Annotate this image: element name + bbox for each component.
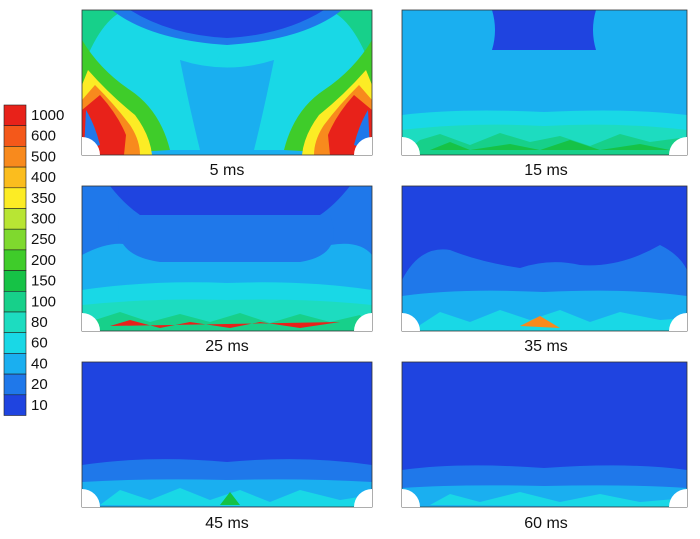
contour-panel-5ms: 5 ms: [81, 9, 373, 179]
contour-panel-35ms: 35 ms: [401, 185, 688, 355]
legend-label-80: 80: [31, 314, 48, 331]
legend-swatch-40: [3, 353, 27, 375]
legend-label-250: 250: [31, 231, 56, 248]
panel-caption-35ms: 35 ms: [524, 338, 568, 355]
legend-label-600: 600: [31, 128, 56, 145]
legend-label-10: 10: [31, 397, 48, 414]
panel-caption-5ms: 5 ms: [210, 162, 245, 179]
legend-swatch-150: [3, 270, 27, 292]
legend-swatch-80: [3, 311, 27, 334]
legend-label-60: 60: [31, 335, 48, 352]
legend-swatch-600: [3, 125, 27, 147]
legend-swatch-350: [3, 187, 27, 209]
legend-label-20: 20: [31, 376, 48, 393]
legend-swatch-500: [3, 146, 27, 168]
panel-caption-45ms: 45 ms: [205, 515, 249, 532]
legend-swatch-10: [3, 394, 27, 416]
panel-caption-25ms: 25 ms: [205, 338, 249, 355]
panel-caption-60ms: 60 ms: [524, 515, 568, 532]
legend-swatch-60: [3, 332, 27, 354]
legend-swatch-1000: [3, 104, 27, 127]
contour-panel-60ms: 60 ms: [401, 361, 688, 532]
legend-label-350: 350: [31, 190, 56, 207]
legend-label-400: 400: [31, 169, 56, 186]
color-legend: 1000 600 500 400 350 300 250 200 150 100 80 60 40 20 1…: [3, 104, 64, 416]
contour-panel-25ms: 25 ms: [81, 185, 373, 355]
legend-label-500: 500: [31, 148, 56, 165]
legend-swatch-300: [3, 208, 27, 230]
contour-panel-15ms: 15 ms: [401, 9, 688, 179]
legend-swatch-250: [3, 228, 27, 251]
legend-label-1000: 1000: [31, 107, 64, 124]
legend-label-200: 200: [31, 252, 56, 269]
legend-swatch-200: [3, 249, 27, 271]
legend-swatch-100: [3, 290, 27, 313]
panel-caption-15ms: 15 ms: [524, 162, 568, 179]
legend-swatch-400: [3, 166, 27, 189]
legend-swatch-20: [3, 373, 27, 396]
legend-label-100: 100: [31, 293, 56, 310]
contour-panel-45ms: 45 ms: [81, 361, 373, 532]
legend-label-40: 40: [31, 355, 48, 372]
legend-label-150: 150: [31, 273, 56, 290]
legend-label-300: 300: [31, 211, 56, 228]
